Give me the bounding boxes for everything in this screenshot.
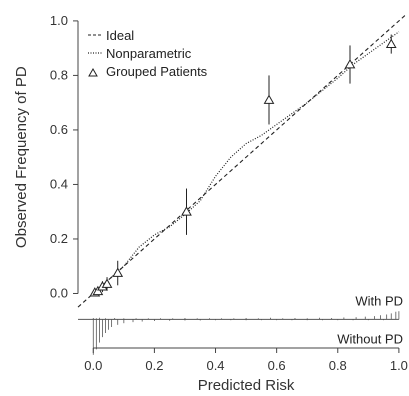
x-axis-title: Predicted Risk <box>198 377 295 394</box>
grouped-patients-point <box>112 267 124 277</box>
grouped-patients-point <box>92 285 104 296</box>
legend-triangle-swatch <box>88 67 98 77</box>
y-tick-label: 0.8 <box>50 67 68 82</box>
axes <box>77 20 399 349</box>
grouped-patients-point <box>263 94 275 104</box>
x-ticks: 0.0 0.2 0.4 0.6 0.8 1.0 <box>84 348 408 373</box>
x-tick-label: 0.4 <box>206 358 224 373</box>
x-tick-label: 0.8 <box>329 358 347 373</box>
y-tick-label: 1.0 <box>50 13 68 28</box>
legend-nonparametric-label: Nonparametric <box>106 46 192 61</box>
rug-layer <box>78 311 400 355</box>
grouped-patients-point <box>344 59 356 69</box>
x-tick-label: 0.0 <box>84 358 102 373</box>
x-tick-label: 0.2 <box>145 358 163 373</box>
grouped-patients-point <box>181 206 192 216</box>
rug-without-pd-label: Without PD <box>337 331 403 346</box>
y-tick-label: 0.2 <box>50 231 68 246</box>
x-tick-label: 0.6 <box>268 358 286 373</box>
legend-ideal-label: Ideal <box>106 28 134 43</box>
y-tick-label: 0.4 <box>50 176 68 191</box>
grouped-patients-layer <box>89 34 397 297</box>
x-tick-label: 1.0 <box>390 358 408 373</box>
legend-grouped-patients-label: Grouped Patients <box>106 64 208 79</box>
grouped-patients-point <box>385 38 397 48</box>
grouped-patients-point <box>101 278 113 288</box>
y-tick-label: 0.6 <box>50 122 68 137</box>
rug-with-pd-label: With PD <box>355 293 403 308</box>
y-ticks: 0.0 0.2 0.4 0.6 0.8 1.0 <box>50 13 78 300</box>
y-tick-label: 0.0 <box>50 285 68 300</box>
y-axis-title: Observed Frequency of PD <box>13 66 30 248</box>
legend: Ideal Nonparametric Grouped Patients <box>88 28 208 79</box>
